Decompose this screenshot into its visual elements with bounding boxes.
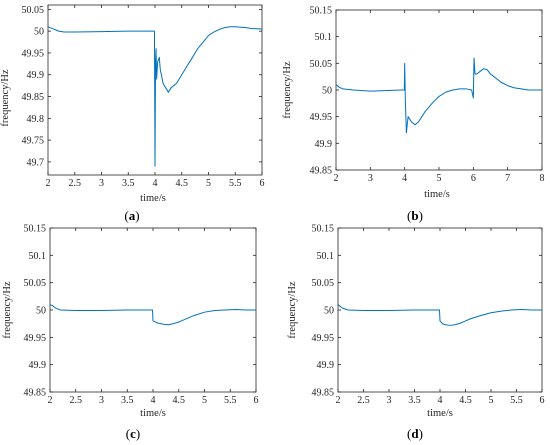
panel-c: 2 2.5 3 3.5 4 4.5 5 5.5 6 49.85 49.9 49.95 50 50.05 50… xyxy=(2,224,259,442)
series-line-b xyxy=(335,57,542,134)
x-tick-label-d: 2 xyxy=(336,395,341,406)
x-tick-label-d: 2.5 xyxy=(357,395,370,406)
x-tick-label-d: 5.5 xyxy=(510,395,523,406)
y-tick-label-a: 49.7 xyxy=(27,157,45,168)
panel-b: 2 3 4 5 6 7 8 49.85 49.9 49.95 50 50.05 50.1 50.15 fr… xyxy=(282,6,545,224)
caption-d: (d) xyxy=(407,426,423,441)
y-tick-label-a: 49.9 xyxy=(27,70,45,81)
x-tick-label-c: 5 xyxy=(202,395,207,406)
y-tick-label-c: 49.95 xyxy=(24,333,47,344)
y-tick-label-d: 50.1 xyxy=(317,251,335,262)
x-tick-label-a: 2.5 xyxy=(69,178,82,189)
x-tick-label-c: 4 xyxy=(151,395,156,406)
y-tick-label-d: 50.05 xyxy=(312,278,335,289)
y-tick-label-b: 49.85 xyxy=(310,166,333,177)
panel-a: 2 2.5 3 3.5 4 4.5 5 5.5 6 49.7 49.75 49.8 49.85 49.9 4… xyxy=(0,4,265,223)
y-tick-label-b: 49.9 xyxy=(315,139,333,150)
y-tick-label-c: 50 xyxy=(36,306,46,317)
x-tick-label-c: 3 xyxy=(99,395,104,406)
y-tick-label-d: 49.85 xyxy=(312,388,335,399)
xlabel-d: time/s xyxy=(427,408,453,419)
x-tick-label-c: 2 xyxy=(48,395,53,406)
x-tick-label-c: 2.5 xyxy=(70,395,83,406)
plot-frame-b xyxy=(335,9,543,171)
x-tick-label-a: 4.5 xyxy=(176,178,189,189)
series-line-d xyxy=(337,304,542,326)
x-tick-label-a: 3 xyxy=(99,178,104,189)
x-tick-label-a: 5.5 xyxy=(229,178,242,189)
xlabel-a: time/s xyxy=(140,193,166,204)
y-tick-label-d: 50.15 xyxy=(312,224,335,235)
y-tick-label-a: 49.8 xyxy=(27,114,45,125)
plot-area-a: 2 2.5 3 3.5 4 4.5 5 5.5 6 49.7 49.75 49.8 49.85 49.9 4… xyxy=(22,4,265,189)
x-tick-label-b: 3 xyxy=(368,173,373,184)
x-tick-label-c: 5.5 xyxy=(224,395,237,406)
y-tick-label-c: 50.15 xyxy=(24,224,47,235)
y-tick-label-c: 49.9 xyxy=(29,360,47,371)
y-tick-label-c: 49.85 xyxy=(24,388,47,399)
x-tick-label-d: 3 xyxy=(387,395,392,406)
series-line-c xyxy=(49,304,256,326)
x-tick-label-b: 8 xyxy=(540,173,545,184)
ylabel-d: frequency/Hz xyxy=(287,281,298,338)
xlabel-b: time/s xyxy=(424,189,450,200)
y-tick-label-a: 49.85 xyxy=(22,92,45,103)
x-tick-label-a: 5 xyxy=(206,178,211,189)
y-tick-label-b: 50 xyxy=(322,86,332,97)
x-tick-label-a: 6 xyxy=(260,178,265,189)
caption-a: (a) xyxy=(124,208,139,223)
x-tick-label-a: 2 xyxy=(46,178,51,189)
y-tick-label-b: 50.05 xyxy=(310,59,333,70)
ylabel-b: frequency/Hz xyxy=(282,61,293,118)
y-tick-label-c: 50.1 xyxy=(29,251,47,262)
y-tick-label-a: 49.95 xyxy=(22,48,45,59)
caption-b: (b) xyxy=(407,208,423,223)
x-tick-label-a: 3.5 xyxy=(122,178,135,189)
y-tick-label-a: 50.05 xyxy=(22,5,45,16)
x-tick-label-c: 6 xyxy=(254,395,259,406)
x-tick-label-d: 4.5 xyxy=(459,395,472,406)
y-tick-label-c: 50.05 xyxy=(24,278,47,289)
panel-d: 2 2.5 3 3.5 4 4.5 5 5.5 6 49.85 49.9 49.95 50 50.05 50… xyxy=(287,224,545,442)
x-tick-label-d: 4 xyxy=(438,395,443,406)
x-tick-label-b: 5 xyxy=(437,173,442,184)
x-tick-label-b: 7 xyxy=(505,173,510,184)
x-tick-label-c: 3.5 xyxy=(121,395,134,406)
plot-area-c: 2 2.5 3 3.5 4 4.5 5 5.5 6 49.85 49.9 49.95 50 50.05 50… xyxy=(24,224,259,407)
xlabel-c: time/s xyxy=(140,408,166,419)
ylabel-c: frequency/Hz xyxy=(2,281,13,338)
caption-c: (c) xyxy=(126,426,140,441)
x-tick-label-b: 6 xyxy=(471,173,476,184)
x-tick-label-d: 3.5 xyxy=(408,395,421,406)
y-tick-label-b: 50.15 xyxy=(310,6,333,17)
ylabel-a: frequency/Hz xyxy=(0,69,11,126)
x-tick-label-c: 4.5 xyxy=(173,395,186,406)
y-tick-label-a: 50 xyxy=(34,27,44,38)
y-tick-label-b: 49.95 xyxy=(310,112,333,123)
x-tick-label-b: 4 xyxy=(402,173,407,184)
x-tick-label-d: 6 xyxy=(540,395,545,406)
y-tick-label-d: 49.95 xyxy=(312,333,335,344)
plot-area-d: 2 2.5 3 3.5 4 4.5 5 5.5 6 49.85 49.9 49.95 50 50.05 50… xyxy=(312,224,545,407)
y-tick-label-a: 49.75 xyxy=(22,136,45,147)
x-tick-label-a: 4 xyxy=(153,178,158,189)
y-tick-label-d: 49.9 xyxy=(317,360,335,371)
plot-area-b: 2 3 4 5 6 7 8 49.85 49.9 49.95 50 50.05 50.1 50.15 xyxy=(310,6,545,185)
x-tick-label-d: 5 xyxy=(489,395,494,406)
y-tick-label-d: 50 xyxy=(324,306,334,317)
y-tick-label-b: 50.1 xyxy=(315,32,333,43)
x-tick-label-b: 2 xyxy=(334,173,339,184)
series-line-a xyxy=(47,26,263,167)
